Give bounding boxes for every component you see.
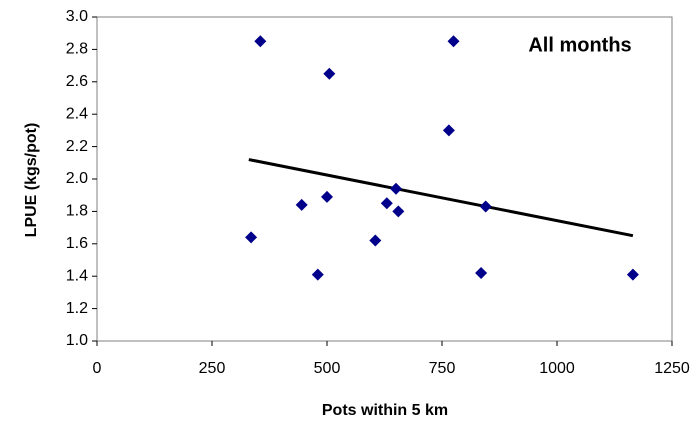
point [442,124,455,137]
point [392,205,405,218]
point [380,197,393,210]
point [447,35,460,48]
point [245,231,258,244]
y-tick-label: 3.0 [66,8,88,25]
y-tick-label: 1.0 [66,332,88,349]
y-tick-label: 1.4 [66,267,88,284]
y-tick-label: 2.6 [66,73,88,90]
point [626,268,639,281]
x-tick-label: 1000 [539,360,575,377]
y-tick-label: 2.4 [66,105,88,122]
y-tick-label: 1.2 [66,300,88,317]
x-tick-label: 750 [429,360,456,377]
y-tick-label: 2.0 [66,170,88,187]
point [295,198,308,211]
x-tick-label: 0 [93,360,102,377]
y-tick-label: 1.6 [66,235,88,252]
x-axis-label: Pots within 5 km [322,402,448,419]
y-tick-label: 1.8 [66,203,88,220]
point [254,35,267,48]
y-axis-label: LPUE (kgs/pot) [23,123,40,238]
point [311,268,324,281]
x-tick-label: 250 [199,360,226,377]
plot-area [96,16,673,342]
point [321,190,333,203]
point [390,182,402,195]
point [479,200,492,213]
point [323,67,336,80]
trend-line [248,158,634,238]
y-tick-label: 2.2 [66,138,88,155]
x-tick-label: 1250 [654,360,690,377]
point [369,234,382,247]
x-tick-label: 500 [314,360,341,377]
annotation: All months [528,34,631,56]
y-tick-label: 2.8 [66,41,88,58]
point [475,266,488,279]
